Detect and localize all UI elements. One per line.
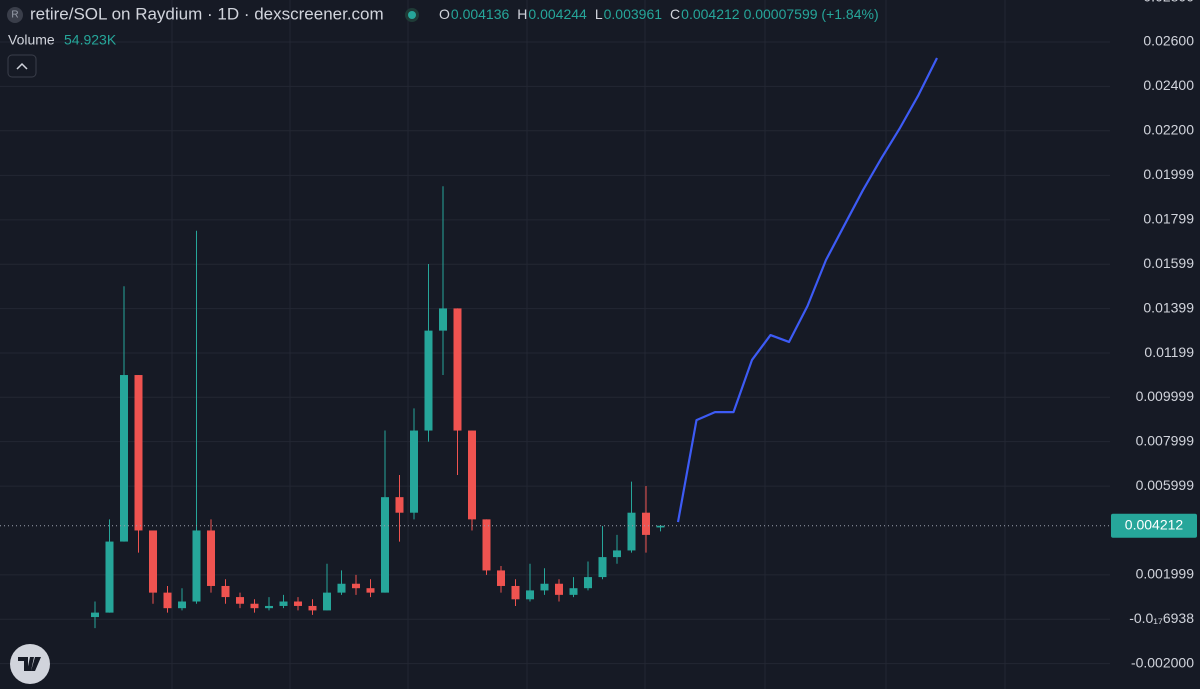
candle-body [163, 592, 172, 609]
candle-body [453, 308, 462, 431]
candle-body [294, 601, 302, 606]
status-dot [408, 11, 416, 19]
candle-body [207, 530, 215, 586]
candle-body [555, 583, 563, 595]
candle-body [381, 497, 389, 593]
price-tag-box [1111, 513, 1197, 538]
marks [0, 57, 1110, 629]
y-tick-label: 0.02200 [1143, 121, 1194, 137]
candle-body [569, 588, 578, 595]
candle-body [410, 430, 418, 513]
candle-body [540, 583, 549, 591]
candle-body [178, 601, 186, 609]
grid [0, 41, 1110, 665]
y-tick-label: 0.01199 [1144, 344, 1194, 360]
candle-body [323, 592, 331, 611]
legend-key: C [670, 6, 680, 22]
candle-body [584, 577, 592, 589]
candle-body [511, 585, 520, 600]
y-tick-label: 0.009999 [1136, 388, 1195, 404]
candle-body [120, 375, 128, 542]
candle-body [352, 583, 360, 589]
price-axis: 0.02800 0.02600 0.02400 0.02200 0.01999 0.017… [1111, 0, 1197, 670]
legend-value: 0.004212 [681, 6, 740, 22]
candle-body [598, 557, 607, 578]
y-tick-label: 0.01599 [1143, 255, 1194, 271]
candle-body [192, 530, 201, 602]
y-tick-label: 0.02800 [1143, 0, 1194, 4]
candle-body [91, 612, 99, 618]
candle-body [279, 601, 288, 606]
candle-body [149, 530, 157, 593]
candle-body [642, 512, 650, 535]
legend-key: L [595, 6, 603, 22]
volume-label: Volume [8, 32, 55, 48]
ohlc-legend: O0.004136 H0.004244 L0.003961 C0.004212 0.00… [439, 6, 879, 22]
symbol-icon [7, 7, 23, 23]
candle-body [236, 597, 244, 604]
candle-body [468, 430, 476, 520]
volume-value: 54.923K [64, 32, 117, 48]
collapse-button[interactable] [7, 54, 37, 78]
candle-body [627, 512, 636, 551]
y-tick-label: 0.001999 [1136, 566, 1195, 582]
candle-body [497, 570, 505, 586]
collapse-icon [16, 62, 28, 70]
y-tick-label: 0.01799 [1143, 211, 1194, 227]
y-tick-label: 0.005999 [1136, 477, 1195, 493]
y-tick-label: -0.0₁₇6938 [1129, 610, 1194, 626]
chart-title: retire/SOL on Raydium · 1D · dexscreener… [30, 4, 384, 23]
y-tick-label: 0.02400 [1143, 77, 1194, 93]
symbol-icon-letter: R [11, 10, 18, 21]
legend-key: H [517, 6, 527, 22]
candle-body [134, 375, 143, 531]
candle-body [250, 603, 259, 609]
candle-body [395, 497, 404, 513]
candle-body [424, 330, 433, 431]
candle-body [265, 605, 273, 609]
candle-body [656, 525, 665, 528]
legend-value: 0.004244 [528, 6, 587, 22]
y-tick-label: -0.002000 [1131, 654, 1194, 670]
candle-body [337, 583, 346, 593]
candle-body [613, 550, 621, 558]
legend-key: O [439, 6, 450, 22]
y-tick-label: 0.007999 [1136, 432, 1195, 448]
vertical-grid [171, 0, 1006, 689]
y-tick-label: 0.01399 [1143, 299, 1194, 315]
candle-body [366, 588, 375, 593]
candle-body [105, 541, 114, 613]
candle-body [482, 519, 491, 571]
y-tick-label: 0.01999 [1143, 166, 1194, 182]
candle-body [439, 308, 447, 331]
candle-body [526, 590, 534, 600]
y-tick-label: 0.02600 [1143, 33, 1194, 49]
projection-line [676, 57, 938, 523]
legend-change: 0.00007599 (+1.84%) [744, 6, 879, 22]
candle-body [308, 605, 317, 611]
legend-value: 0.003961 [604, 6, 663, 22]
tv-logo-mark [18, 657, 41, 671]
legend-value: 0.004136 [451, 6, 510, 22]
candle-body [221, 585, 230, 598]
price-tag: 0.004212 [1125, 516, 1184, 532]
